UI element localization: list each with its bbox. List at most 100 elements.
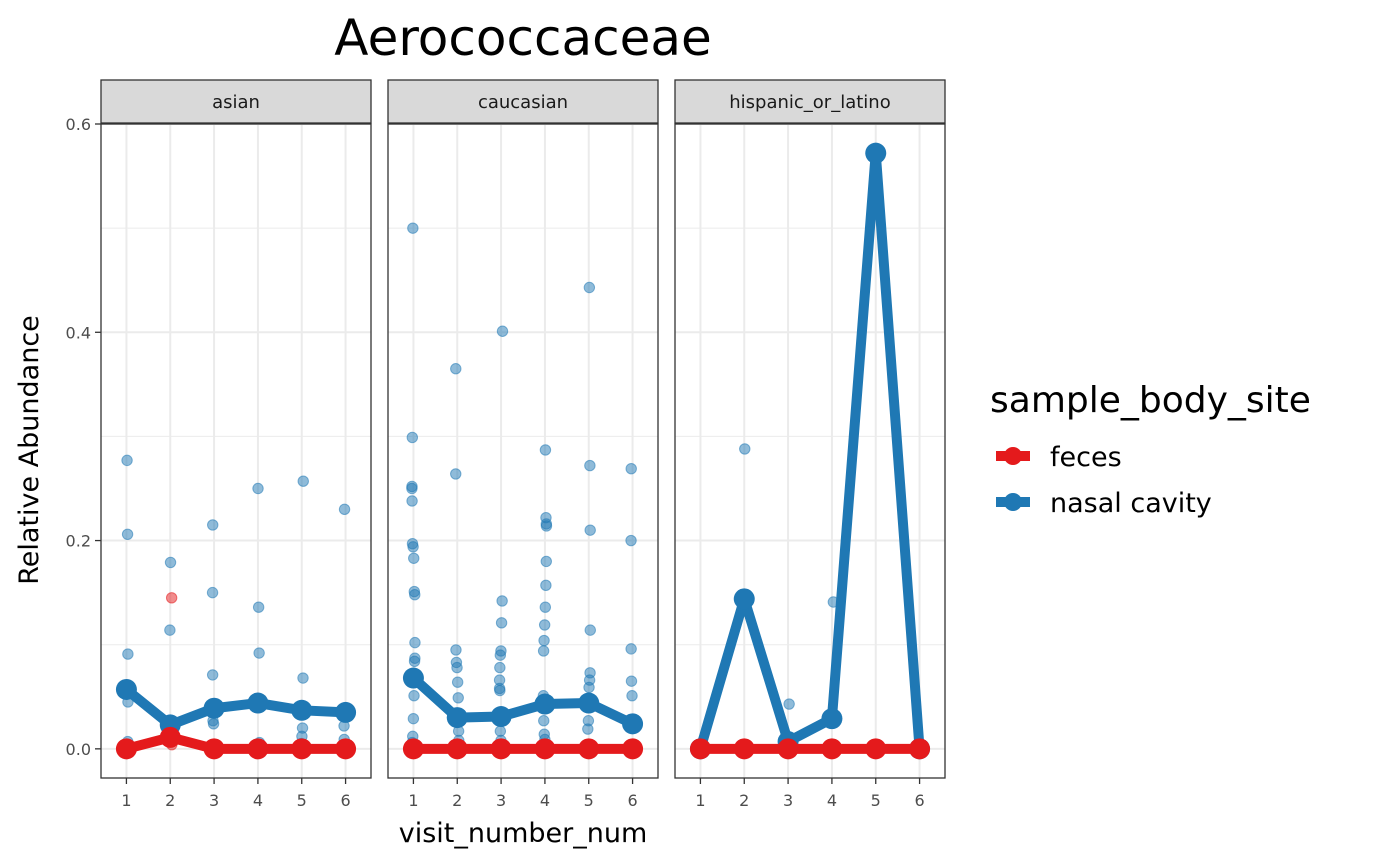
series-line-nasal-cavity [695,148,925,751]
mean-point-nasal-cavity [446,707,468,729]
facet-asian: asian 1 2 3 4 5 6 [100,79,372,810]
x-tick-label-caucasian: 1 [408,791,418,810]
data-point-nasal-cavity [626,690,638,702]
x-tick-label-caucasian: 3 [496,791,506,810]
data-point-nasal-cavity [409,589,421,601]
data-point-nasal-cavity [539,444,552,456]
y-tick-label: 0.2 [66,532,91,551]
strip-background-asian [100,79,372,124]
x-tick-label-asian: 2 [165,791,175,810]
mean-point-nasal-cavity [203,697,225,719]
x-tick-label-caucasian: 4 [540,791,550,810]
mean-point-feces [115,738,137,760]
data-point-nasal-cavity [539,601,552,613]
mean-point-nasal-cavity [247,692,269,714]
data-point-nasal-cavity [450,363,462,375]
panel-border-asian [100,123,372,779]
mean-point-nasal-cavity [865,142,887,164]
data-point-nasal-cavity [406,495,418,507]
mean-point-feces [490,738,512,760]
strip-background-caucasian [387,79,659,124]
data-point-nasal-cavity [451,661,463,674]
legend-item-feces: feces [996,442,1122,473]
mean-point-nasal-cavity [733,588,755,610]
mean-point-feces [909,738,931,760]
x-tick-label-asian: 3 [209,791,219,810]
data-point-nasal-cavity [407,541,419,553]
panel-border-caucasian [387,123,659,779]
data-point-nasal-cavity [739,443,751,455]
data-point-nasal-cavity [494,684,506,697]
data-point-nasal-cavity [121,454,133,467]
mean-point-feces [335,738,357,760]
data-point-nasal-cavity [408,690,420,702]
panel-background-caucasian [388,124,658,778]
data-point-nasal-cavity [409,636,421,649]
chart-title: Aerococcaceae [334,9,712,67]
data-point-nasal-cavity [494,661,506,674]
data-point-nasal-cavity [625,463,637,475]
data-point-nasal-cavity [584,624,596,636]
mean-point-nasal-cavity [622,713,644,735]
x-tick-label-hispanic-or-latino: 1 [695,791,705,810]
x-tick-label-asian: 1 [121,791,131,810]
mean-point-feces [203,738,225,760]
mean-point-feces [247,738,269,760]
mean-point-feces [865,738,887,760]
mean-point-feces [733,738,755,760]
panel-background-asian [101,124,371,778]
data-point-nasal-cavity [452,692,464,704]
panel-border-hispanic-or-latino [674,123,946,779]
strip-label-asian: asian [212,92,260,113]
mean-point-nasal-cavity [578,692,600,714]
data-point-nasal-cavity [297,672,309,684]
data-point-feces [165,592,178,604]
data-point-nasal-cavity [540,520,553,532]
y-tick-label: 0.0 [66,740,91,759]
data-point-nasal-cavity [297,475,309,487]
data-point-nasal-cavity [121,528,134,541]
data-point-nasal-cavity [408,552,420,564]
x-tick-label-asian: 4 [253,791,263,810]
data-point-nasal-cavity [584,524,596,536]
mean-point-nasal-cavity [490,706,512,728]
data-point-nasal-cavity [164,624,176,636]
y-tick-label: 0.4 [66,323,91,342]
data-point-nasal-cavity [408,655,421,668]
data-point-nasal-cavity [625,675,638,687]
data-point-nasal-cavity [496,595,508,607]
data-point-nasal-cavity [122,648,134,660]
mean-point-feces [446,738,468,760]
data-point-nasal-cavity [206,669,219,681]
data-point-nasal-cavity [783,698,795,710]
legend-key-dot-nasal-cavity [1004,493,1022,511]
x-tick-label-asian: 5 [297,791,307,810]
x-tick-label-caucasian: 5 [584,791,594,810]
data-point-nasal-cavity [625,534,637,547]
data-point-nasal-cavity [206,586,219,599]
y-axis-title: Relative Abundance [14,315,45,585]
data-point-nasal-cavity [582,723,594,735]
mean-point-feces [622,738,644,760]
mean-point-feces [159,726,181,748]
data-point-nasal-cavity [583,281,596,294]
data-point-nasal-cavity [584,459,596,472]
data-point-nasal-cavity [407,222,419,234]
x-tick-label-hispanic-or-latino: 3 [783,791,793,810]
mean-point-feces [291,738,313,760]
data-point-nasal-cavity [164,556,177,569]
data-point-nasal-cavity [538,634,550,647]
x-axis-title: visit_number_num [399,818,648,849]
data-point-nasal-cavity [451,676,464,688]
mean-point-nasal-cavity [115,678,137,700]
mean-point-feces [534,738,556,760]
legend-key-dot-feces [1004,447,1022,465]
data-point-nasal-cavity [538,619,551,631]
data-point-nasal-cavity [450,468,462,480]
legend-label-feces: feces [1050,442,1122,473]
data-point-nasal-cavity [207,519,219,531]
data-point-nasal-cavity [538,715,550,727]
strip-label-hispanic-or-latino: hispanic_or_latino [729,92,890,113]
data-point-nasal-cavity [207,718,220,730]
